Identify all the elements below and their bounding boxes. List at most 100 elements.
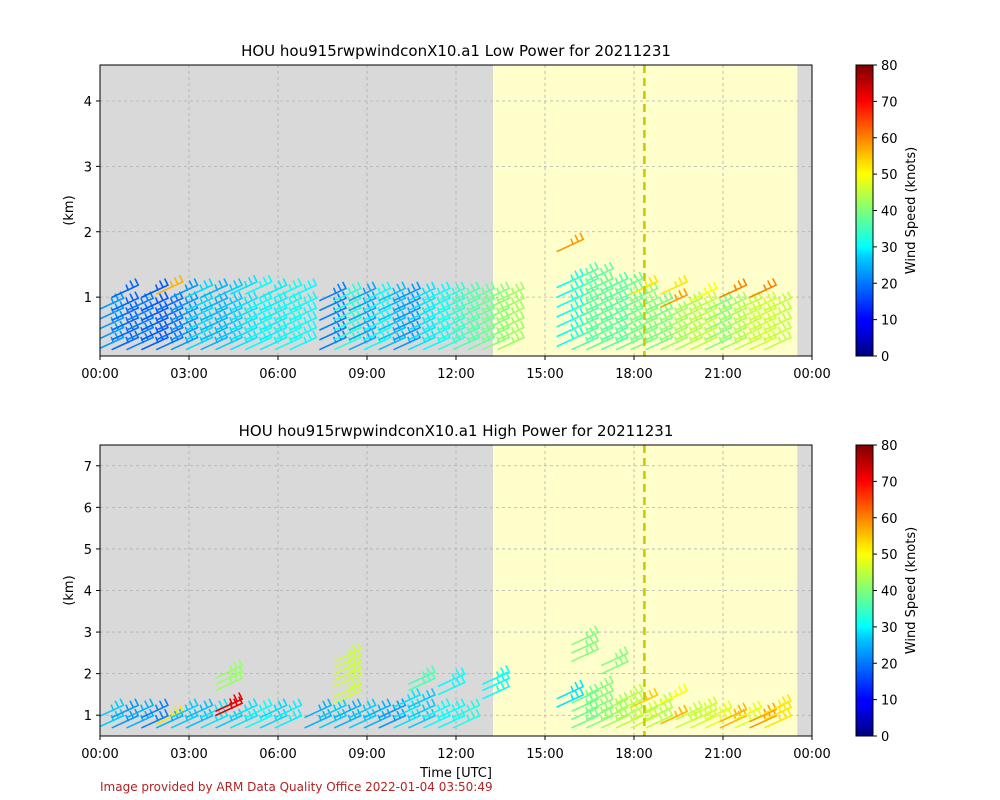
wind-barb	[586, 683, 615, 704]
barb-layer	[100, 232, 793, 351]
wind-barb	[319, 698, 348, 719]
wind-barb	[586, 675, 615, 696]
x-tick-label: 18:00	[615, 747, 652, 762]
x-tick-label: 03:00	[170, 747, 207, 762]
wind-barb	[141, 708, 170, 729]
wind-barb	[408, 665, 437, 685]
wind-barb	[289, 311, 318, 331]
wind-barb	[660, 704, 689, 725]
wind-barb	[333, 698, 362, 719]
wind-barb	[452, 708, 481, 729]
wind-barb	[333, 677, 362, 698]
wind-barb	[482, 679, 511, 700]
colorbar-tick-label: 20	[881, 277, 898, 292]
x-tick-label: 00:00	[81, 367, 118, 382]
wind-barb	[689, 696, 718, 717]
colorbar-tick-label: 60	[881, 132, 898, 147]
wind-barb	[393, 281, 422, 302]
colorbar-tick-label: 70	[881, 475, 898, 490]
wind-barb	[571, 634, 600, 654]
x-tick-label: 03:00	[170, 367, 207, 382]
wind-barb	[230, 275, 259, 295]
wind-barb	[467, 281, 496, 302]
wind-barb	[452, 281, 481, 302]
colorbar-tick-label: 0	[881, 350, 889, 365]
wind-barb	[230, 291, 259, 312]
wind-barb	[230, 698, 259, 719]
colorbar-tick-label: 50	[881, 548, 898, 563]
y-tick-label: 4	[84, 95, 92, 110]
wind-barb	[244, 698, 273, 719]
wind-barb	[422, 698, 451, 719]
wind-barb	[660, 288, 689, 308]
wind-barb	[363, 698, 392, 719]
wind-barb	[378, 281, 407, 302]
x-tick-label: 21:00	[704, 367, 741, 382]
colorbar-tick-label: 50	[881, 168, 898, 183]
wind-barb	[437, 281, 466, 302]
wind-barb	[333, 642, 362, 662]
wind-barb	[100, 698, 125, 717]
wind-barb	[155, 275, 184, 295]
wind-barb	[141, 278, 170, 298]
colorbar-tick-label: 40	[881, 205, 898, 220]
x-tick-label: 12:00	[437, 747, 474, 762]
wind-barb	[437, 675, 466, 696]
wind-barb	[141, 698, 170, 719]
wind-barb	[645, 708, 674, 729]
x-tick-label: 00:00	[81, 747, 118, 762]
colorbar-tick-label: 60	[881, 512, 898, 527]
colorbar-tick-label: 70	[881, 95, 898, 110]
y-tick-label: 3	[84, 160, 92, 175]
wind-barb	[111, 278, 140, 298]
chart-title: HOU hou915rwpwindconX10.a1 High Power fo…	[239, 422, 674, 440]
wind-barb	[126, 698, 155, 719]
wind-barb	[571, 261, 600, 282]
wind-barb	[393, 688, 422, 708]
y-tick-label: 1	[84, 709, 92, 724]
wind-barb	[764, 330, 793, 351]
x-tick-label: 00:00	[793, 367, 830, 382]
night-shading	[797, 65, 812, 356]
wind-barb	[200, 278, 229, 298]
colorbar-tick-label: 80	[881, 439, 898, 454]
wind-barb	[185, 698, 214, 719]
y-axis-label: (km)	[62, 195, 77, 225]
colorbar	[855, 444, 874, 737]
wind-barb	[764, 291, 793, 312]
colorbar-tick-label: 30	[881, 241, 898, 256]
wind-barb	[497, 291, 526, 312]
chart-panel-1: 00:00 03:00 06:00 09:00 12:00 15:00 18:00 21:00…	[62, 42, 919, 382]
wind-barb	[660, 683, 689, 704]
wind-barb	[274, 278, 303, 298]
wind-barb	[586, 261, 615, 282]
wind-barb	[600, 271, 629, 292]
wind-barb	[734, 700, 763, 721]
colorbar-label: Wind Speed (knots)	[904, 147, 919, 274]
wind-barb	[452, 698, 481, 719]
y-tick-label: 2	[84, 226, 92, 241]
colorbar-tick-label: 40	[881, 585, 898, 600]
wind-barb	[764, 694, 793, 714]
wind-barb	[615, 692, 644, 712]
wind-barb	[482, 281, 511, 302]
wind-barb	[319, 281, 348, 302]
wind-barb	[289, 320, 318, 341]
colorbar-tick-label: 80	[881, 59, 898, 74]
wind-barb	[141, 291, 170, 312]
wind-barb	[600, 654, 629, 675]
y-tick-label: 1	[84, 291, 92, 306]
wind-barb	[764, 311, 793, 331]
colorbar-tick-label: 10	[881, 314, 898, 329]
wind-barb	[111, 698, 140, 719]
wind-barb	[675, 700, 704, 721]
wind-barb	[586, 692, 615, 712]
wind-barb	[289, 301, 318, 321]
x-tick-label: 18:00	[615, 367, 652, 382]
wind-barb	[749, 291, 778, 312]
wind-barb	[556, 679, 585, 700]
wind-barb	[482, 665, 511, 685]
wind-barb	[704, 700, 733, 721]
x-tick-label: 15:00	[526, 367, 563, 382]
y-tick-label: 2	[84, 668, 92, 683]
